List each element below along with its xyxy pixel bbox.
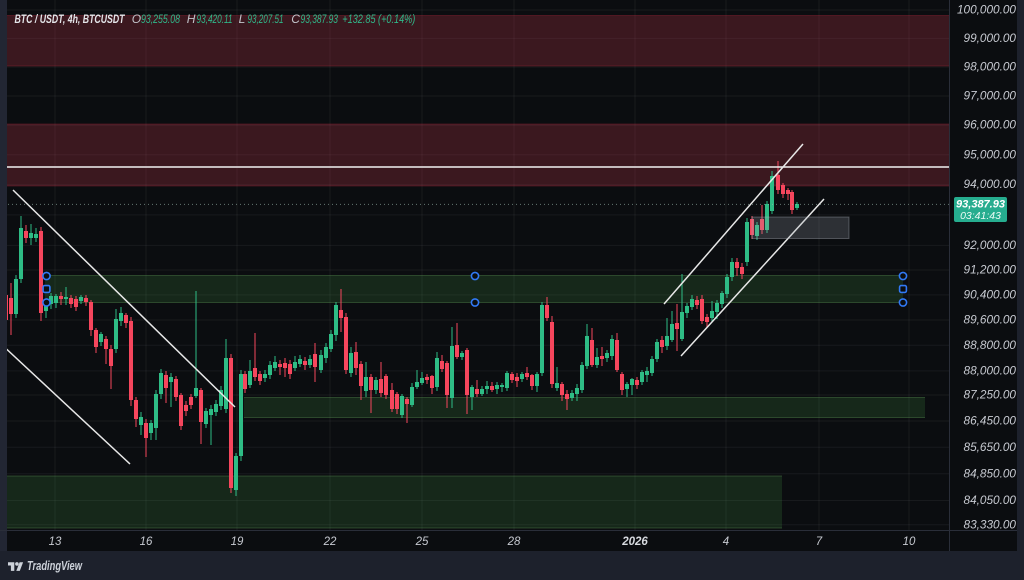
svg-text:13: 13 <box>49 536 62 548</box>
svg-text:97,000.00: 97,000.00 <box>964 89 1017 103</box>
svg-text:87,250.00: 87,250.00 <box>964 388 1017 402</box>
svg-text:86,450.00: 86,450.00 <box>964 414 1017 428</box>
svg-text:4: 4 <box>723 536 729 548</box>
svg-text:2026: 2026 <box>621 536 648 548</box>
svg-text:H: H <box>187 12 196 26</box>
svg-text:93,207.51: 93,207.51 <box>248 12 284 26</box>
svg-text:22: 22 <box>323 536 337 548</box>
svg-text:94,000.00: 94,000.00 <box>964 177 1017 191</box>
svg-text:100,000.00: 100,000.00 <box>957 3 1016 17</box>
svg-text:96,000.00: 96,000.00 <box>964 118 1017 132</box>
svg-text:92,000.00: 92,000.00 <box>964 238 1017 252</box>
svg-text:85,650.00: 85,650.00 <box>964 440 1017 454</box>
svg-text:93,387.93: 93,387.93 <box>956 199 1005 211</box>
svg-text:83,330.00: 83,330.00 <box>964 517 1017 531</box>
svg-text:19: 19 <box>231 536 244 548</box>
svg-text:7: 7 <box>816 536 823 548</box>
svg-text:C: C <box>291 12 300 26</box>
svg-text:95,000.00: 95,000.00 <box>964 147 1017 161</box>
svg-text:O: O <box>132 12 141 26</box>
svg-text:TradingView: TradingView <box>27 559 83 573</box>
svg-text:L: L <box>239 12 246 26</box>
svg-text:93,387.93: 93,387.93 <box>301 12 339 26</box>
svg-text:03:41:43: 03:41:43 <box>960 210 1001 222</box>
svg-text:25: 25 <box>415 536 429 548</box>
svg-text:88,000.00: 88,000.00 <box>964 363 1017 377</box>
svg-text:99,000.00: 99,000.00 <box>964 31 1017 45</box>
svg-text:16: 16 <box>140 536 153 548</box>
svg-text:BTC / USDT, 4h, BTCUSDT: BTC / USDT, 4h, BTCUSDT <box>15 12 126 26</box>
svg-text:88,800.00: 88,800.00 <box>964 338 1017 352</box>
svg-text:84,050.00: 84,050.00 <box>964 493 1017 507</box>
svg-text:90,400.00: 90,400.00 <box>964 287 1017 301</box>
svg-text:+132.85 (+0.14%): +132.85 (+0.14%) <box>342 12 415 26</box>
svg-text:28: 28 <box>507 536 521 548</box>
svg-text:93,255.08: 93,255.08 <box>141 12 180 26</box>
svg-text:89,600.00: 89,600.00 <box>964 313 1017 327</box>
svg-text:84,850.00: 84,850.00 <box>964 466 1017 480</box>
svg-text:91,200.00: 91,200.00 <box>964 263 1017 277</box>
svg-text:93,420.11: 93,420.11 <box>197 12 233 26</box>
svg-text:98,000.00: 98,000.00 <box>964 60 1017 74</box>
svg-text:10: 10 <box>903 536 916 548</box>
